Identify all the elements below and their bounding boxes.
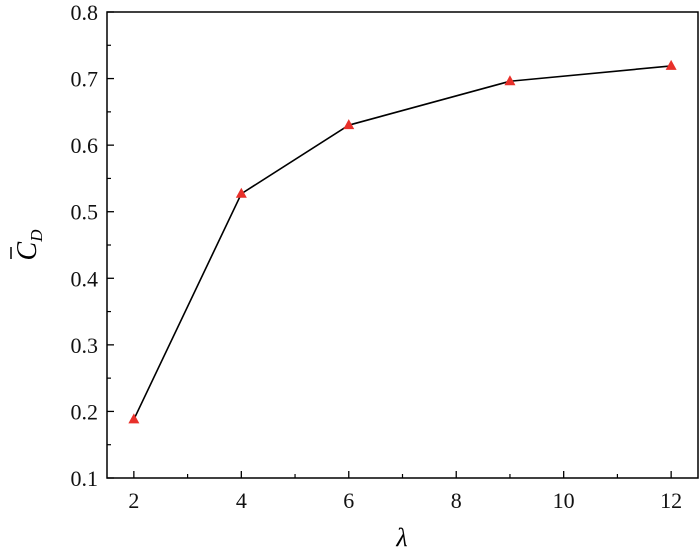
y-tick-label: 0.5 <box>71 200 99 225</box>
x-tick-label: 8 <box>451 488 462 513</box>
x-tick-label: 6 <box>343 488 354 513</box>
data-point-triangle <box>504 75 516 86</box>
y-tick-label: 0.1 <box>71 466 99 491</box>
data-point-triangle <box>128 413 140 424</box>
x-axis-label: λ <box>395 523 407 547</box>
y-tick-label: 0.4 <box>71 266 99 291</box>
x-tick-label: 12 <box>660 488 682 513</box>
y-tick-label: 0.6 <box>71 133 99 158</box>
data-point-triangle <box>665 59 677 70</box>
y-tick-label: 0.8 <box>71 0 99 25</box>
x-tick-label: 2 <box>128 488 139 513</box>
y-tick-label: 0.2 <box>71 399 99 424</box>
series-line <box>133 65 672 420</box>
plot-frame <box>106 11 699 479</box>
x-tick-label: 10 <box>553 488 575 513</box>
y-tick-label: 0.7 <box>71 67 99 92</box>
y-axis-label-sub: D <box>27 229 46 243</box>
y-axis-label: CD <box>10 229 46 261</box>
y-tick-label: 0.3 <box>71 333 99 358</box>
y-axis-label-main: C <box>12 241 43 260</box>
data-point-triangle <box>343 119 355 130</box>
x-tick-label: 4 <box>236 488 247 513</box>
svg-text:CD: CD <box>12 229 46 261</box>
data-point-triangle <box>235 187 247 198</box>
